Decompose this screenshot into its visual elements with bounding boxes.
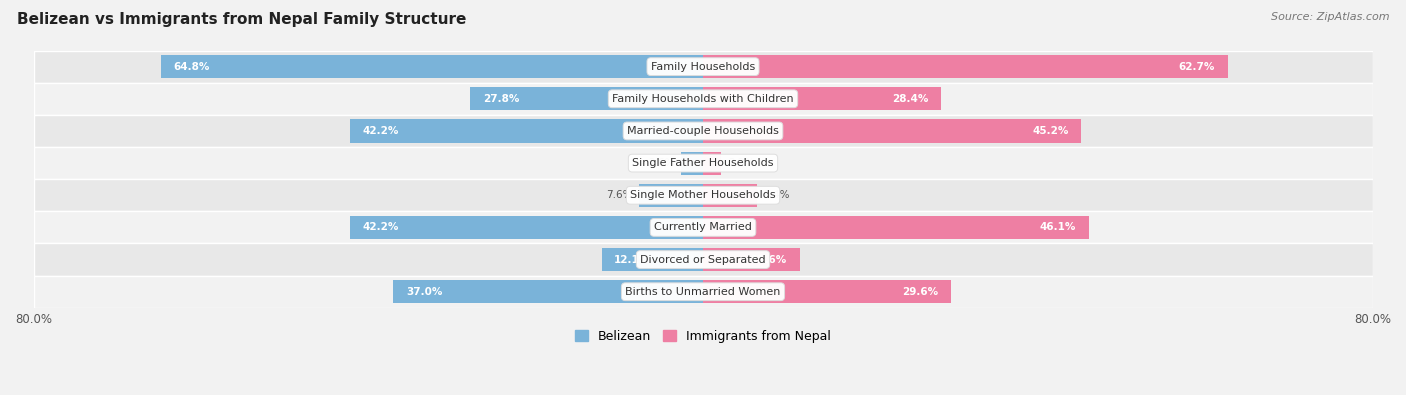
Text: Single Father Households: Single Father Households xyxy=(633,158,773,168)
Bar xyxy=(350,216,703,239)
Bar xyxy=(34,115,1372,147)
Bar xyxy=(640,184,703,207)
Text: 64.8%: 64.8% xyxy=(173,62,209,71)
Text: Single Mother Households: Single Mother Households xyxy=(630,190,776,200)
Bar xyxy=(703,184,756,207)
Bar xyxy=(34,147,1372,179)
Text: 45.2%: 45.2% xyxy=(1032,126,1069,136)
Text: 6.4%: 6.4% xyxy=(763,190,790,200)
Text: 12.1%: 12.1% xyxy=(614,254,651,265)
Legend: Belizean, Immigrants from Nepal: Belizean, Immigrants from Nepal xyxy=(571,325,835,348)
Text: 42.2%: 42.2% xyxy=(363,222,399,232)
Bar xyxy=(34,211,1372,243)
Text: 42.2%: 42.2% xyxy=(363,126,399,136)
Bar xyxy=(703,280,950,303)
Bar xyxy=(703,119,1081,143)
Bar xyxy=(471,87,703,110)
Bar xyxy=(34,83,1372,115)
Text: 62.7%: 62.7% xyxy=(1178,62,1215,71)
Text: 2.6%: 2.6% xyxy=(648,158,675,168)
Text: 28.4%: 28.4% xyxy=(891,94,928,104)
Text: 37.0%: 37.0% xyxy=(406,287,443,297)
Text: 7.6%: 7.6% xyxy=(606,190,633,200)
Text: Source: ZipAtlas.com: Source: ZipAtlas.com xyxy=(1271,12,1389,22)
Bar xyxy=(703,248,800,271)
Bar xyxy=(703,55,1227,78)
Text: Belizean vs Immigrants from Nepal Family Structure: Belizean vs Immigrants from Nepal Family… xyxy=(17,12,467,27)
Text: 11.6%: 11.6% xyxy=(751,254,787,265)
Text: Family Households: Family Households xyxy=(651,62,755,71)
Bar xyxy=(703,216,1088,239)
Text: Divorced or Separated: Divorced or Separated xyxy=(640,254,766,265)
Text: 2.2%: 2.2% xyxy=(728,158,755,168)
Text: Family Households with Children: Family Households with Children xyxy=(612,94,794,104)
Bar xyxy=(350,119,703,143)
Bar xyxy=(602,248,703,271)
Bar xyxy=(703,87,941,110)
Bar xyxy=(682,152,703,175)
Bar xyxy=(394,280,703,303)
Text: Married-couple Households: Married-couple Households xyxy=(627,126,779,136)
Bar xyxy=(160,55,703,78)
Text: Currently Married: Currently Married xyxy=(654,222,752,232)
Bar xyxy=(34,243,1372,276)
Text: 27.8%: 27.8% xyxy=(482,94,519,104)
Text: Births to Unmarried Women: Births to Unmarried Women xyxy=(626,287,780,297)
Text: 29.6%: 29.6% xyxy=(903,287,938,297)
Text: 46.1%: 46.1% xyxy=(1040,222,1076,232)
Bar xyxy=(34,179,1372,211)
Bar xyxy=(34,276,1372,308)
Bar xyxy=(703,152,721,175)
Bar xyxy=(34,51,1372,83)
